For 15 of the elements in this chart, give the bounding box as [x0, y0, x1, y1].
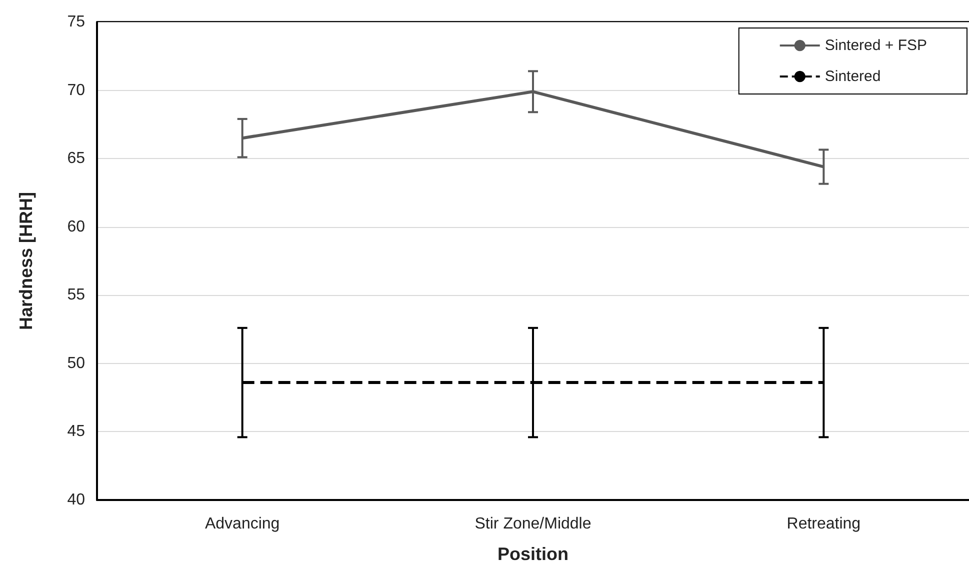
x-tick-label: Stir Zone/Middle	[474, 516, 592, 532]
x-tick-label: Retreating	[786, 516, 861, 532]
x-axis-title: Position	[498, 544, 568, 564]
y-tick-label: 45	[67, 423, 86, 440]
y-tick-label: 70	[67, 82, 86, 99]
legend-label: Sintered + FSP	[824, 37, 928, 54]
y-axis-title: Hardness [HRH]	[16, 192, 36, 330]
y-tick-label: 60	[67, 218, 86, 236]
y-tick-label: 75	[67, 14, 86, 30]
y-tick-label: 65	[67, 150, 86, 168]
y-tick-label: 50	[67, 354, 86, 372]
y-tick-label: 40	[67, 492, 86, 508]
x-tick-label: Advancing	[204, 516, 280, 532]
y-tick-label: 55	[67, 286, 86, 304]
legend-label: Sintered	[824, 68, 881, 85]
